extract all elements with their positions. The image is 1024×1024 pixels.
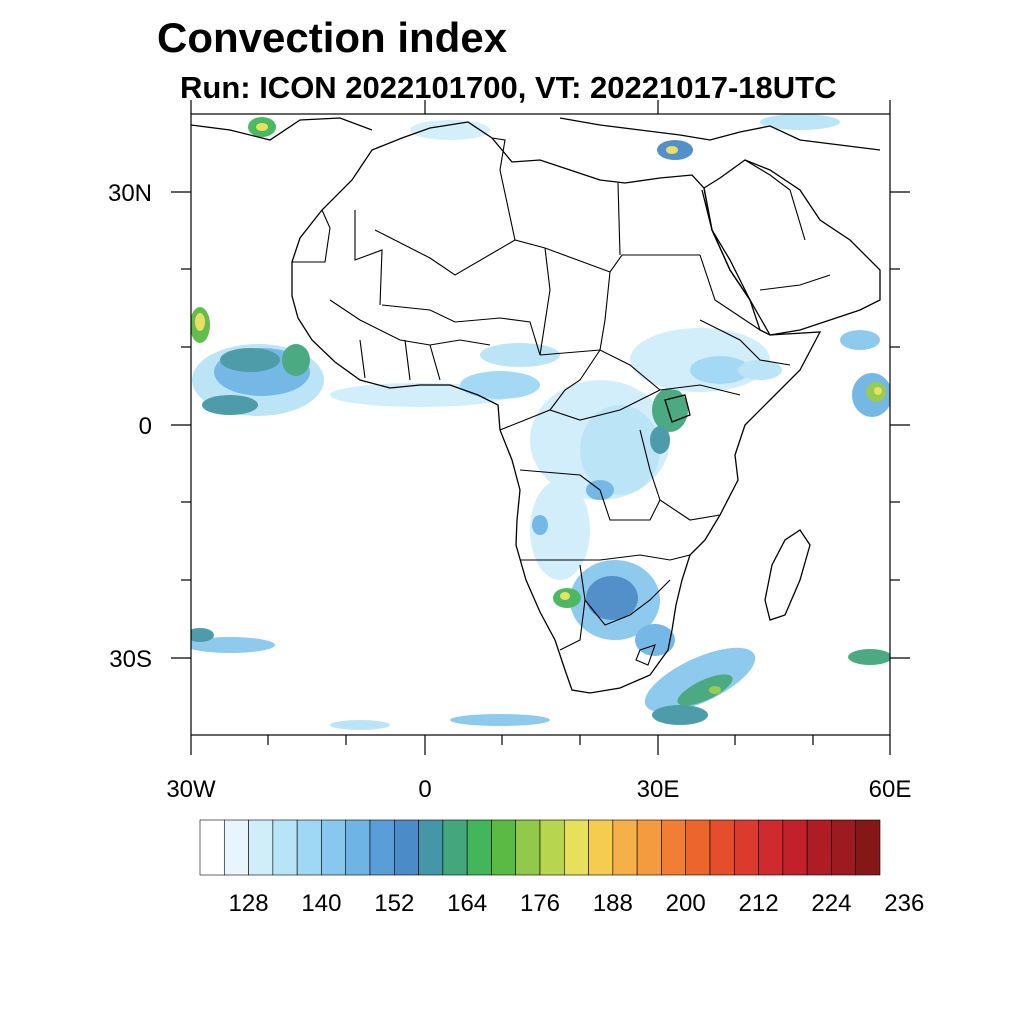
axis-ticks	[171, 100, 910, 755]
lon-label-0: 0	[418, 776, 431, 803]
chart-title: Convection index	[157, 14, 508, 61]
lat-label-30s: 30S	[109, 646, 152, 673]
colorbar-swatch	[709, 819, 735, 876]
colorbar-swatch	[782, 819, 808, 876]
colorbar-swatch	[393, 819, 419, 876]
map-content	[191, 114, 890, 730]
colorbar-swatch	[345, 819, 371, 876]
colorbar-swatch	[758, 819, 784, 876]
colorbar-swatch	[296, 819, 322, 876]
lat-label-30n: 30N	[108, 180, 152, 207]
lon-label-60e: 60E	[869, 776, 912, 803]
colorbar	[199, 819, 881, 876]
colorbar-swatch	[466, 819, 492, 876]
colorbar-swatch	[442, 819, 468, 876]
country-borders	[292, 137, 831, 666]
colorbar-swatch	[223, 819, 249, 876]
colorbar-tick-label: 152	[374, 890, 414, 917]
colorbar-swatch	[418, 819, 444, 876]
colorbar-tick-label: 200	[666, 890, 706, 917]
colorbar-swatch	[491, 819, 517, 876]
colorbar-swatch	[831, 819, 857, 876]
colorbar-swatch	[661, 819, 687, 876]
lon-label-30w: 30W	[166, 776, 216, 803]
lon-labels: 30W 0 30E 60E	[166, 776, 911, 803]
colorbar-swatch	[515, 819, 541, 876]
colorbar-swatch	[369, 819, 395, 876]
colorbar-swatch	[563, 819, 589, 876]
colorbar-tick-label: 128	[229, 890, 269, 917]
lat-labels: 30N 0 30S	[108, 180, 152, 673]
convection-field	[191, 114, 890, 730]
colorbar-swatch	[321, 819, 347, 876]
colorbar-swatch	[806, 819, 832, 876]
colorbar-labels: 128 140 152 164 176 188 200 212 224 236	[229, 890, 925, 917]
colorbar-tick-label: 236	[884, 890, 924, 917]
lat-label-0: 0	[139, 413, 152, 440]
coastlines	[191, 117, 881, 694]
colorbar-tick-label: 224	[811, 890, 851, 917]
colorbar-swatch	[588, 819, 614, 876]
colorbar-tick-label: 212	[739, 890, 779, 917]
lon-label-30e: 30E	[637, 776, 680, 803]
colorbar-swatch	[733, 819, 759, 876]
colorbar-tick-label: 176	[520, 890, 560, 917]
colorbar-swatch	[612, 819, 638, 876]
colorbar-swatch	[272, 819, 298, 876]
colorbar-swatch	[855, 819, 881, 876]
colorbar-swatch	[685, 819, 711, 876]
colorbar-swatch	[539, 819, 565, 876]
colorbar-tick-label: 164	[447, 890, 487, 917]
colorbar-tick-label: 188	[593, 890, 633, 917]
chart-subtitle: Run: ICON 2022101700, VT: 20221017-18UTC	[180, 70, 837, 105]
colorbar-swatch	[636, 819, 662, 876]
colorbar-tick-label: 140	[301, 890, 341, 917]
colorbar-swatch	[248, 819, 274, 876]
colorbar-swatch	[199, 819, 225, 876]
